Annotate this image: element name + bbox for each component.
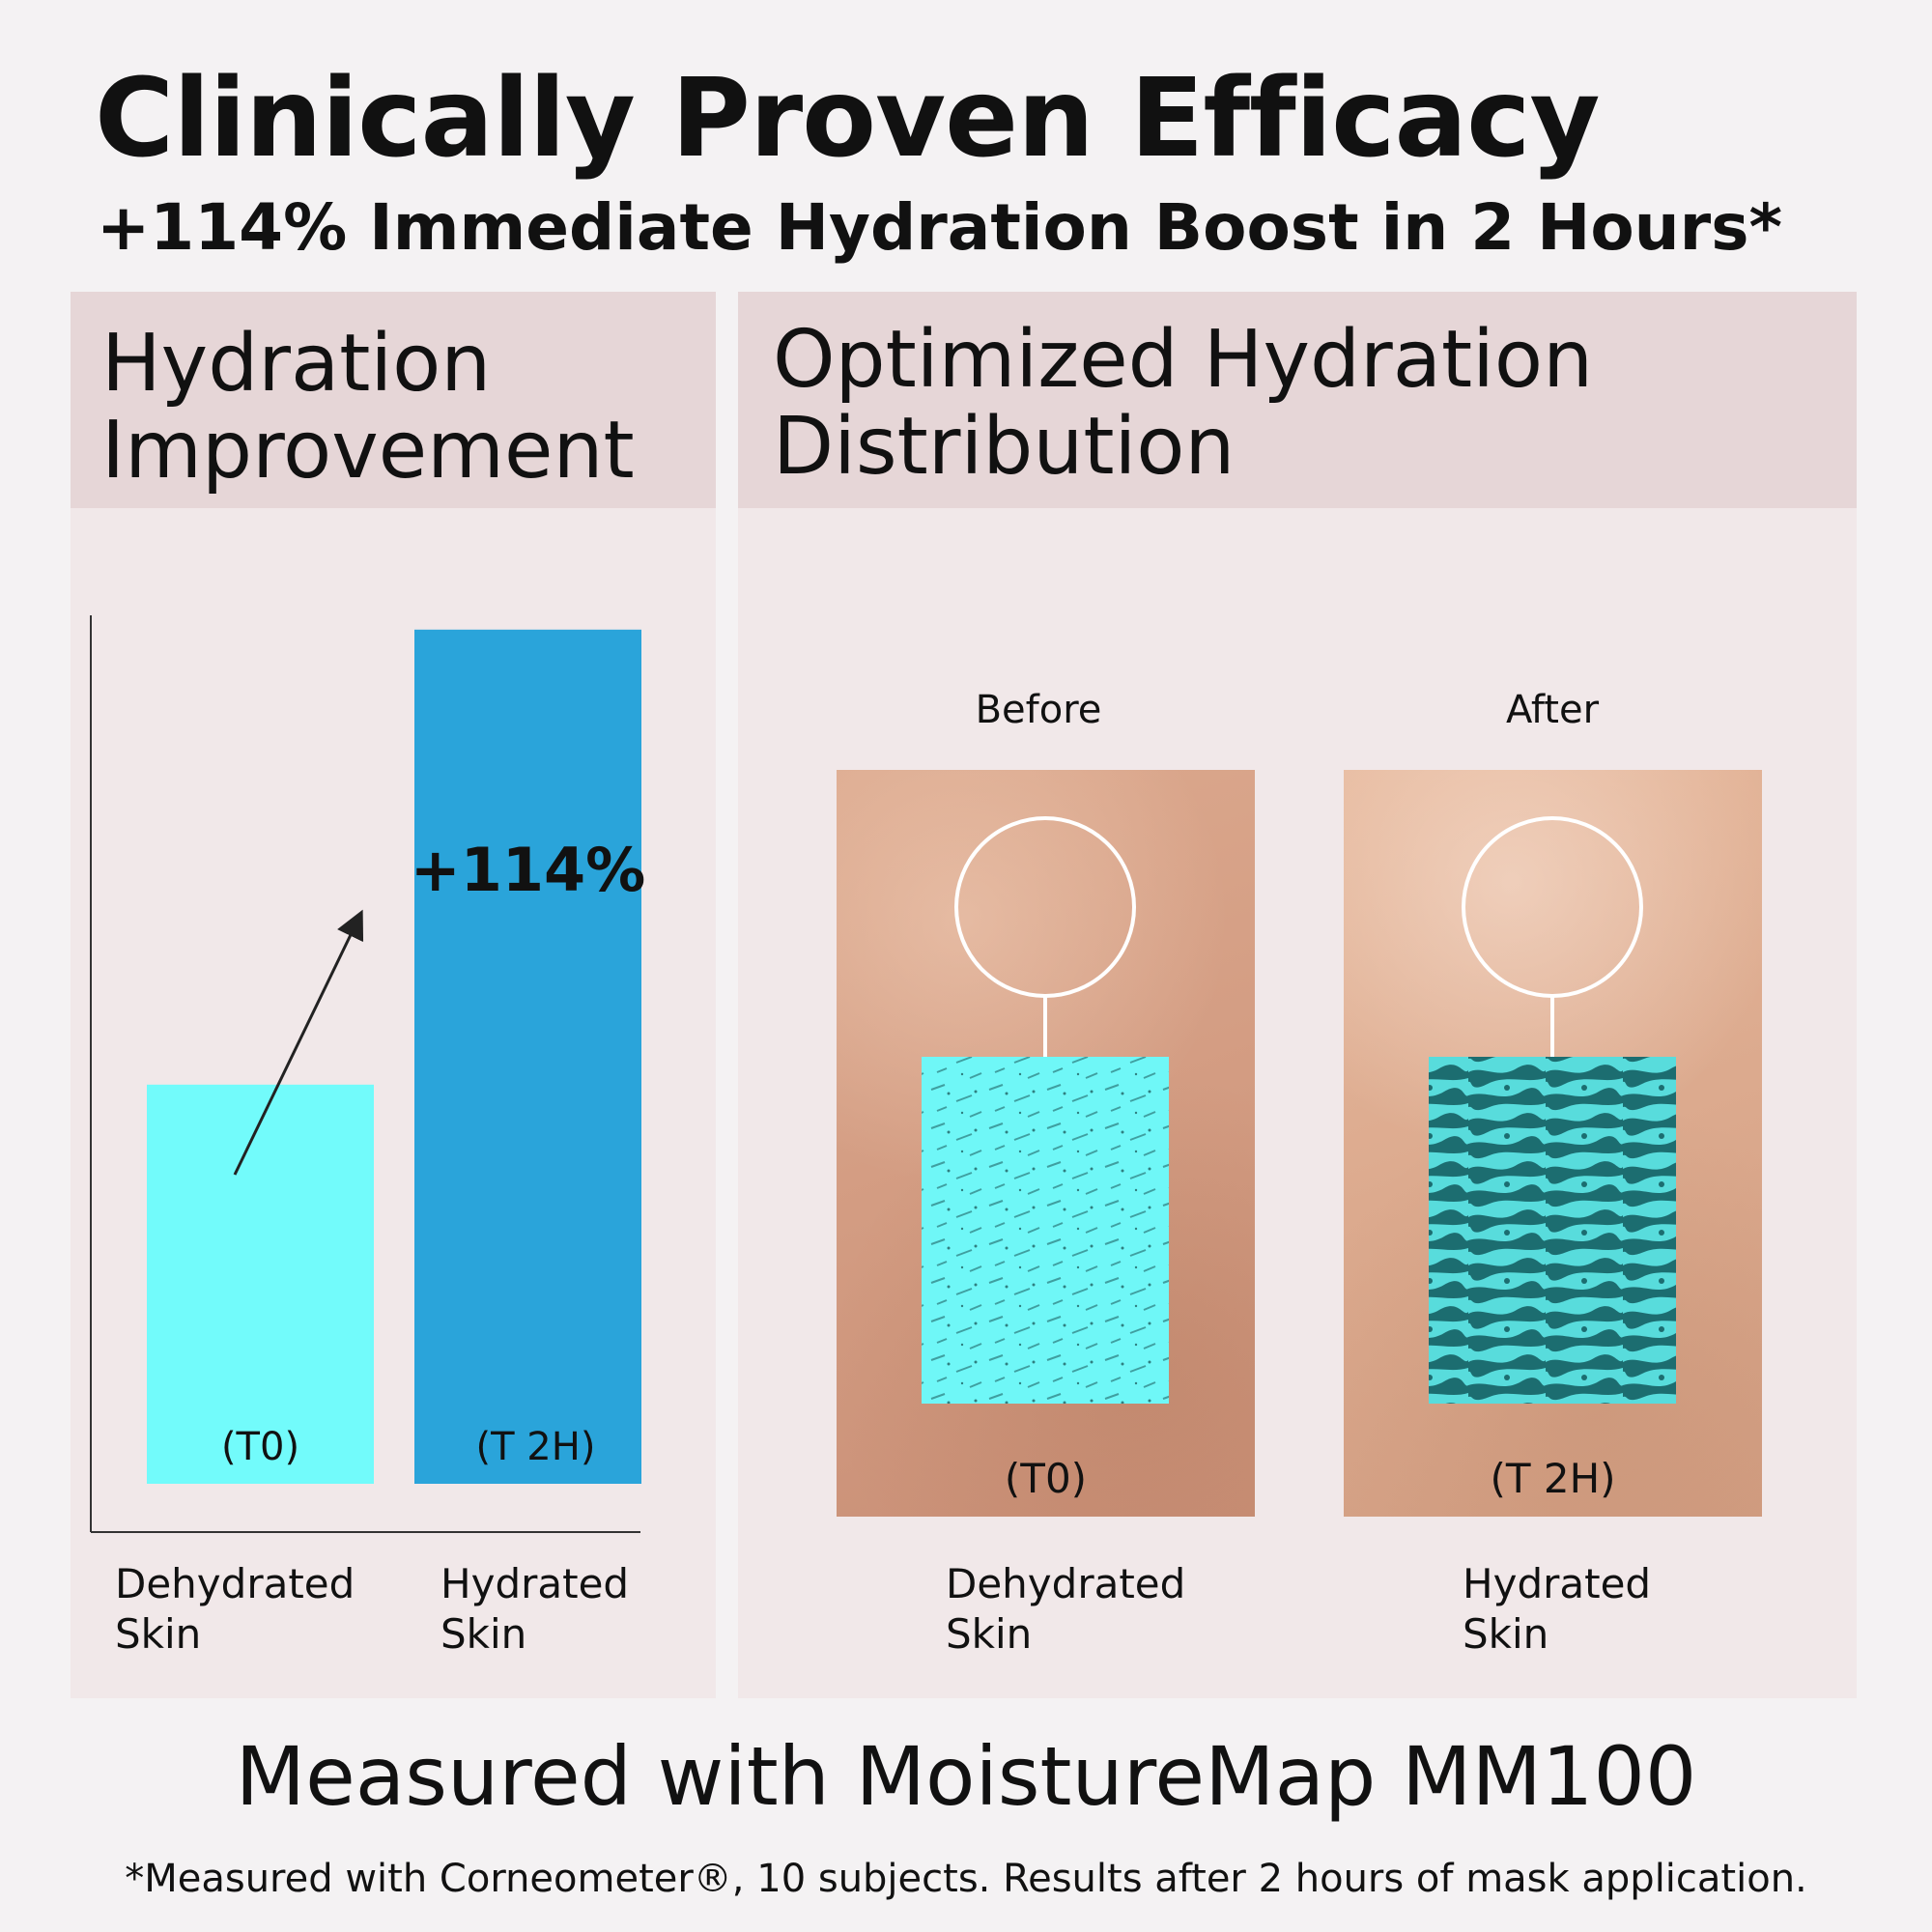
panel-heading: Hydration Improvement (101, 318, 635, 497)
moisture-map-before (922, 1057, 1169, 1404)
zoom-circle-after (1462, 816, 1643, 998)
zoom-circle-before (954, 816, 1136, 998)
before-label: Before (975, 688, 1102, 732)
moisture-map-after (1429, 1057, 1676, 1404)
bar-data-label: +114% (411, 835, 646, 905)
measurement-device-note: Measured with MoistureMap MM100 (235, 1729, 1697, 1824)
panel-header: Hydration Improvement (71, 292, 716, 508)
growth-arrow (233, 909, 364, 1176)
after-time-label: (T 2H) (1490, 1455, 1616, 1502)
x-tick-label-dehydrated: Dehydrated Skin (115, 1560, 355, 1658)
x-tick-label-hydrated: Hydrated Skin (440, 1560, 630, 1658)
panel-header: Optimized Hydration Distribution (738, 292, 1857, 508)
bar-hydrated (414, 629, 641, 1484)
bars-group: (T0) (T 2H) +114% (147, 629, 646, 1484)
panel-heading: Optimized Hydration Distribution (773, 314, 1594, 493)
after-caption: Hydrated Skin (1463, 1560, 1652, 1658)
after-label: After (1505, 688, 1600, 732)
bar-tag-1: (T 2H) (476, 1425, 596, 1469)
footnote: *Measured with Corneometer®, 10 subjects… (125, 1857, 1807, 1901)
before-time-label: (T0) (1004, 1455, 1088, 1502)
bar-tag-0: (T0) (221, 1425, 299, 1469)
before-caption: Dehydrated Skin (946, 1560, 1186, 1658)
page-subtitle: +114% Immediate Hydration Boost in 2 Hou… (97, 190, 1783, 265)
bar-dehydrated (147, 1084, 374, 1484)
page-title: Clinically Proven Efficacy (95, 56, 1601, 182)
